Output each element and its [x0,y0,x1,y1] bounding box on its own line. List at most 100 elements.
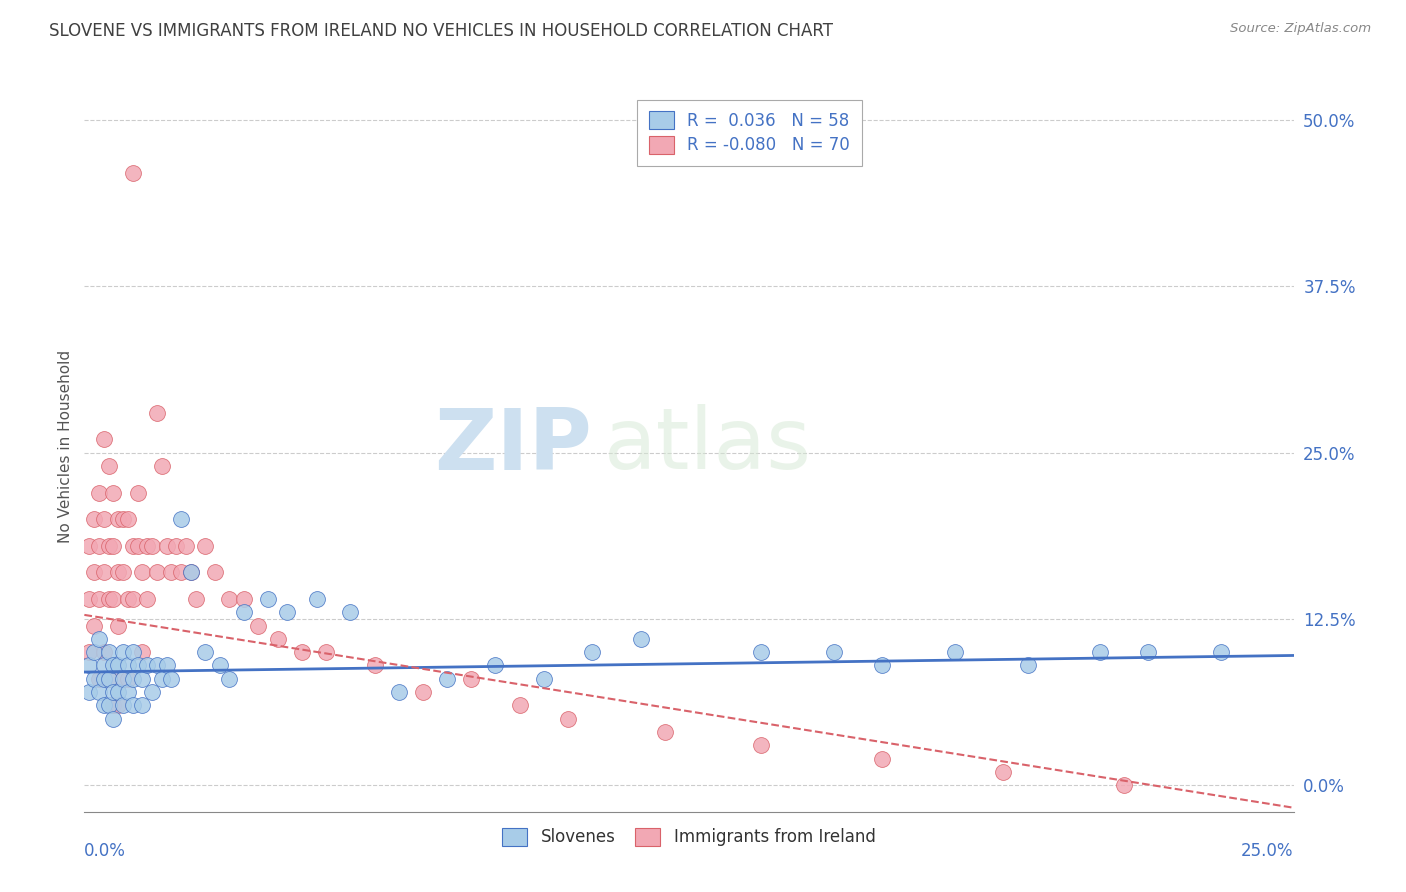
Point [533,672,555,686]
Point [1088,645,1111,659]
Point [654,725,676,739]
Point [103,658,125,673]
Point [460,672,482,686]
Point [83,512,105,526]
Point [117,591,139,606]
Point [1017,658,1039,673]
Point [751,645,773,659]
Point [93,433,115,447]
Point [150,672,173,686]
Point [146,658,169,673]
Point [233,605,256,619]
Point [112,645,135,659]
Point [121,645,143,659]
Point [127,658,149,673]
Point [363,658,385,673]
Point [155,658,177,673]
Point [93,512,115,526]
Point [117,512,139,526]
Point [165,539,187,553]
Point [305,591,328,606]
Point [93,566,115,580]
Point [93,672,115,686]
Text: 0.0%: 0.0% [84,842,127,860]
Point [751,738,773,752]
Text: atlas: atlas [605,404,813,488]
Point [83,672,105,686]
Point [103,485,125,500]
Point [180,566,202,580]
Point [184,591,207,606]
Point [388,685,411,699]
Point [315,645,337,659]
Point [160,672,183,686]
Point [131,566,153,580]
Point [127,539,149,553]
Point [1137,645,1160,659]
Point [77,539,100,553]
Point [155,539,177,553]
Point [121,539,143,553]
Point [112,672,135,686]
Point [103,698,125,713]
Point [87,672,110,686]
Point [107,658,129,673]
Point [174,539,197,553]
Point [194,539,217,553]
Point [121,591,143,606]
Point [107,512,129,526]
Point [87,485,110,500]
Point [121,672,143,686]
Point [872,751,894,765]
Point [97,458,120,473]
Point [87,539,110,553]
Point [218,591,240,606]
Point [267,632,290,646]
Point [160,566,183,580]
Point [208,658,231,673]
Text: 25.0%: 25.0% [1241,842,1294,860]
Text: ZIP: ZIP [434,404,592,488]
Point [107,685,129,699]
Point [136,539,159,553]
Point [136,658,159,673]
Point [107,698,129,713]
Point [117,672,139,686]
Point [87,632,110,646]
Point [112,512,135,526]
Point [170,512,193,526]
Legend: Slovenes, Immigrants from Ireland: Slovenes, Immigrants from Ireland [494,819,884,855]
Point [1209,645,1232,659]
Point [103,539,125,553]
Point [339,605,361,619]
Point [131,645,153,659]
Point [127,485,149,500]
Point [233,591,256,606]
Point [136,591,159,606]
Point [141,685,163,699]
Point [117,658,139,673]
Point [112,698,135,713]
Point [180,566,202,580]
Point [218,672,240,686]
Point [436,672,458,686]
Point [170,566,193,580]
Point [557,712,579,726]
Point [117,685,139,699]
Point [194,645,217,659]
Point [87,591,110,606]
Point [146,566,169,580]
Point [993,764,1015,779]
Point [247,618,270,632]
Point [97,645,120,659]
Point [291,645,314,659]
Point [77,658,100,673]
Point [97,591,120,606]
Point [97,672,120,686]
Point [257,591,280,606]
Point [112,672,135,686]
Point [630,632,652,646]
Point [77,685,100,699]
Point [509,698,531,713]
Point [112,566,135,580]
